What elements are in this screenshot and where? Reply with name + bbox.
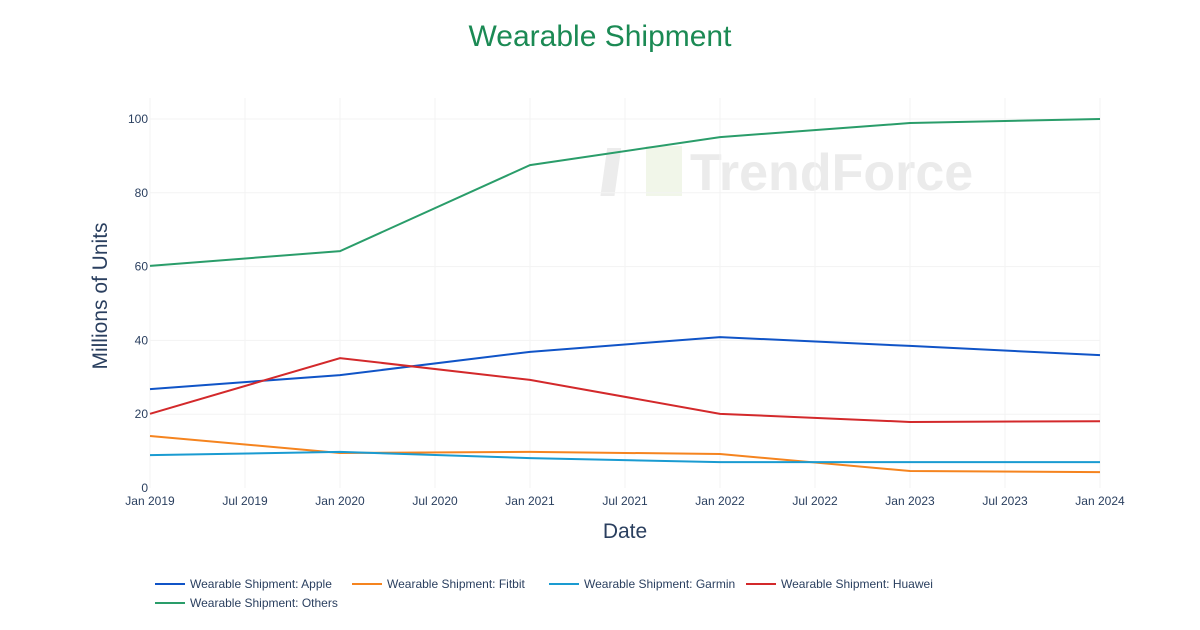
x-tick-label: Jan 2021	[505, 494, 555, 508]
legend-swatch-icon	[352, 583, 382, 585]
x-tick-label: Jul 2019	[222, 494, 268, 508]
x-axis-ticks: Jan 2019 Jul 2019 Jan 2020 Jul 2020 Jan 2021…	[125, 494, 1125, 508]
y-axis-ticks: 0 20 40 60 80 100	[128, 112, 148, 495]
x-tick-label: Jan 2022	[695, 494, 745, 508]
series-line	[149, 357, 1101, 423]
y-tick-label: 20	[135, 407, 149, 421]
x-tick-label: Jul 2020	[412, 494, 458, 508]
series-line	[149, 336, 1101, 391]
x-tick-label: Jul 2022	[792, 494, 838, 508]
legend-label: Wearable Shipment: Apple	[190, 577, 332, 591]
grid-lines	[149, 98, 1101, 488]
x-tick-label: Jul 2023	[982, 494, 1028, 508]
legend-label: Wearable Shipment: Others	[190, 596, 338, 610]
legend-swatch-icon	[155, 602, 185, 604]
y-tick-label: 100	[128, 112, 148, 126]
y-tick-label: 40	[135, 333, 149, 347]
series-lines	[149, 118, 1101, 474]
legend-swatch-icon	[549, 583, 579, 585]
x-tick-label: Jul 2021	[602, 494, 648, 508]
legend-item[interactable]: Wearable Shipment: Fitbit	[352, 577, 525, 591]
legend-swatch-icon	[746, 583, 776, 585]
chart-title: Wearable Shipment	[468, 20, 732, 53]
legend-label: Wearable Shipment: Huawei	[781, 577, 933, 591]
series-line	[149, 434, 1101, 474]
y-tick-label: 60	[135, 260, 149, 274]
x-tick-label: Jan 2024	[1075, 494, 1125, 508]
y-tick-label: 0	[141, 481, 148, 495]
series-line	[149, 450, 1100, 464]
x-tick-label: Jan 2019	[125, 494, 175, 508]
y-tick-label: 80	[135, 186, 149, 200]
legend-swatch-icon	[155, 583, 185, 585]
y-axis-label: Millions of Units	[89, 222, 112, 369]
legend-label: Wearable Shipment: Fitbit	[387, 577, 525, 591]
legend-item[interactable]: Wearable Shipment: Apple	[155, 577, 332, 591]
x-tick-label: Jan 2020	[315, 494, 365, 508]
x-axis-label: Date	[603, 520, 647, 543]
legend-item[interactable]: Wearable Shipment: Others	[155, 596, 338, 610]
legend-label: Wearable Shipment: Garmin	[584, 577, 736, 591]
series-line	[149, 118, 1101, 267]
legend-item[interactable]: Wearable Shipment: Huawei	[746, 577, 933, 591]
legend-item[interactable]: Wearable Shipment: Garmin	[549, 577, 735, 591]
x-tick-label: Jan 2023	[885, 494, 935, 508]
